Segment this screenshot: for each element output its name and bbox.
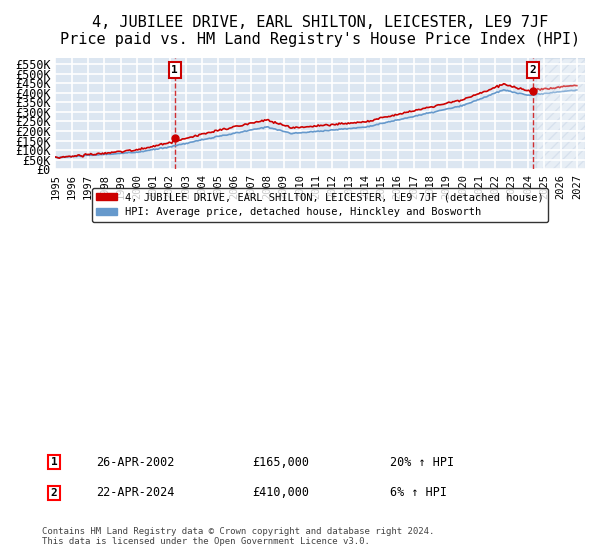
- Text: 2: 2: [50, 488, 58, 498]
- Text: 2: 2: [530, 65, 536, 75]
- Bar: [536, 58, 585, 169]
- Text: 26-APR-2002: 26-APR-2002: [96, 455, 175, 469]
- Text: 20% ↑ HPI: 20% ↑ HPI: [390, 455, 454, 469]
- Text: 6% ↑ HPI: 6% ↑ HPI: [390, 486, 447, 500]
- Text: £410,000: £410,000: [252, 486, 309, 500]
- Bar: [536, 58, 585, 169]
- Text: £165,000: £165,000: [252, 455, 309, 469]
- Text: 1: 1: [172, 65, 178, 75]
- Text: 22-APR-2024: 22-APR-2024: [96, 486, 175, 500]
- Legend: 4, JUBILEE DRIVE, EARL SHILTON, LEICESTER, LE9 7JF (detached house), HPI: Averag: 4, JUBILEE DRIVE, EARL SHILTON, LEICESTE…: [92, 188, 548, 222]
- Text: 1: 1: [50, 457, 58, 467]
- Title: 4, JUBILEE DRIVE, EARL SHILTON, LEICESTER, LE9 7JF
Price paid vs. HM Land Regist: 4, JUBILEE DRIVE, EARL SHILTON, LEICESTE…: [60, 15, 580, 48]
- Text: Contains HM Land Registry data © Crown copyright and database right 2024.
This d: Contains HM Land Registry data © Crown c…: [42, 526, 434, 546]
